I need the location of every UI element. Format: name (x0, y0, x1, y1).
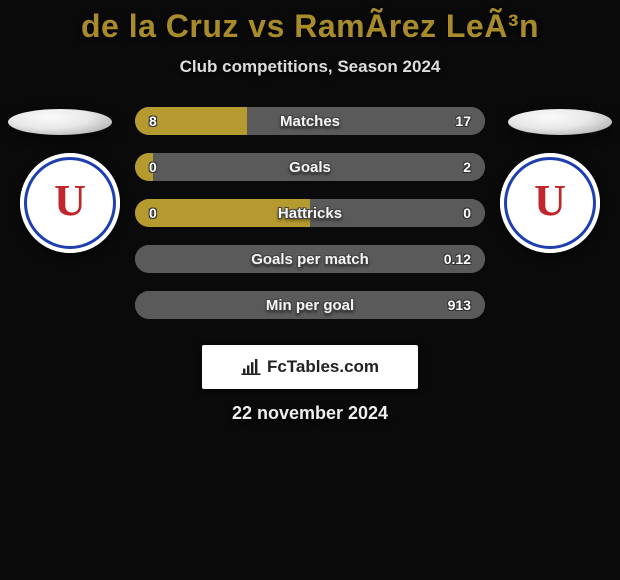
stat-row: Goals02 (135, 153, 485, 181)
stat-seg-right (153, 153, 486, 181)
date-text: 22 november 2024 (0, 403, 620, 424)
comparison-card: de la Cruz vs RamÃ­rez LeÃ³n Club compet… (0, 0, 620, 580)
crest-left-letter: U (54, 179, 86, 223)
subtitle: Club competitions, Season 2024 (0, 57, 620, 77)
crest-left: U (20, 153, 120, 253)
stat-row: Min per goal913 (135, 291, 485, 319)
stat-seg-left (135, 199, 310, 227)
stat-seg-left (135, 107, 247, 135)
crest-right: U (500, 153, 600, 253)
stat-seg-right (247, 107, 485, 135)
stat-bars: Matches817 Goals02 Hattricks00 Goals per ma… (135, 107, 485, 337)
stat-seg-right (135, 245, 485, 273)
stat-row: Goals per match0.12 (135, 245, 485, 273)
branding-text: FcTables.com (267, 357, 379, 377)
branding-badge[interactable]: FcTables.com (202, 345, 418, 389)
stat-seg-right (135, 291, 485, 319)
stat-row: Hattricks00 (135, 199, 485, 227)
platform-right (508, 109, 612, 135)
bar-chart-icon (241, 359, 261, 375)
stat-row: Matches817 (135, 107, 485, 135)
crest-right-letter: U (534, 179, 566, 223)
comparison-arena: U U Matches817 Goals02 Hattricks00 Goals pe… (0, 107, 620, 337)
stat-seg-left (135, 153, 153, 181)
page-title: de la Cruz vs RamÃ­rez LeÃ³n (0, 8, 620, 45)
stat-seg-right (310, 199, 485, 227)
platform-left (8, 109, 112, 135)
